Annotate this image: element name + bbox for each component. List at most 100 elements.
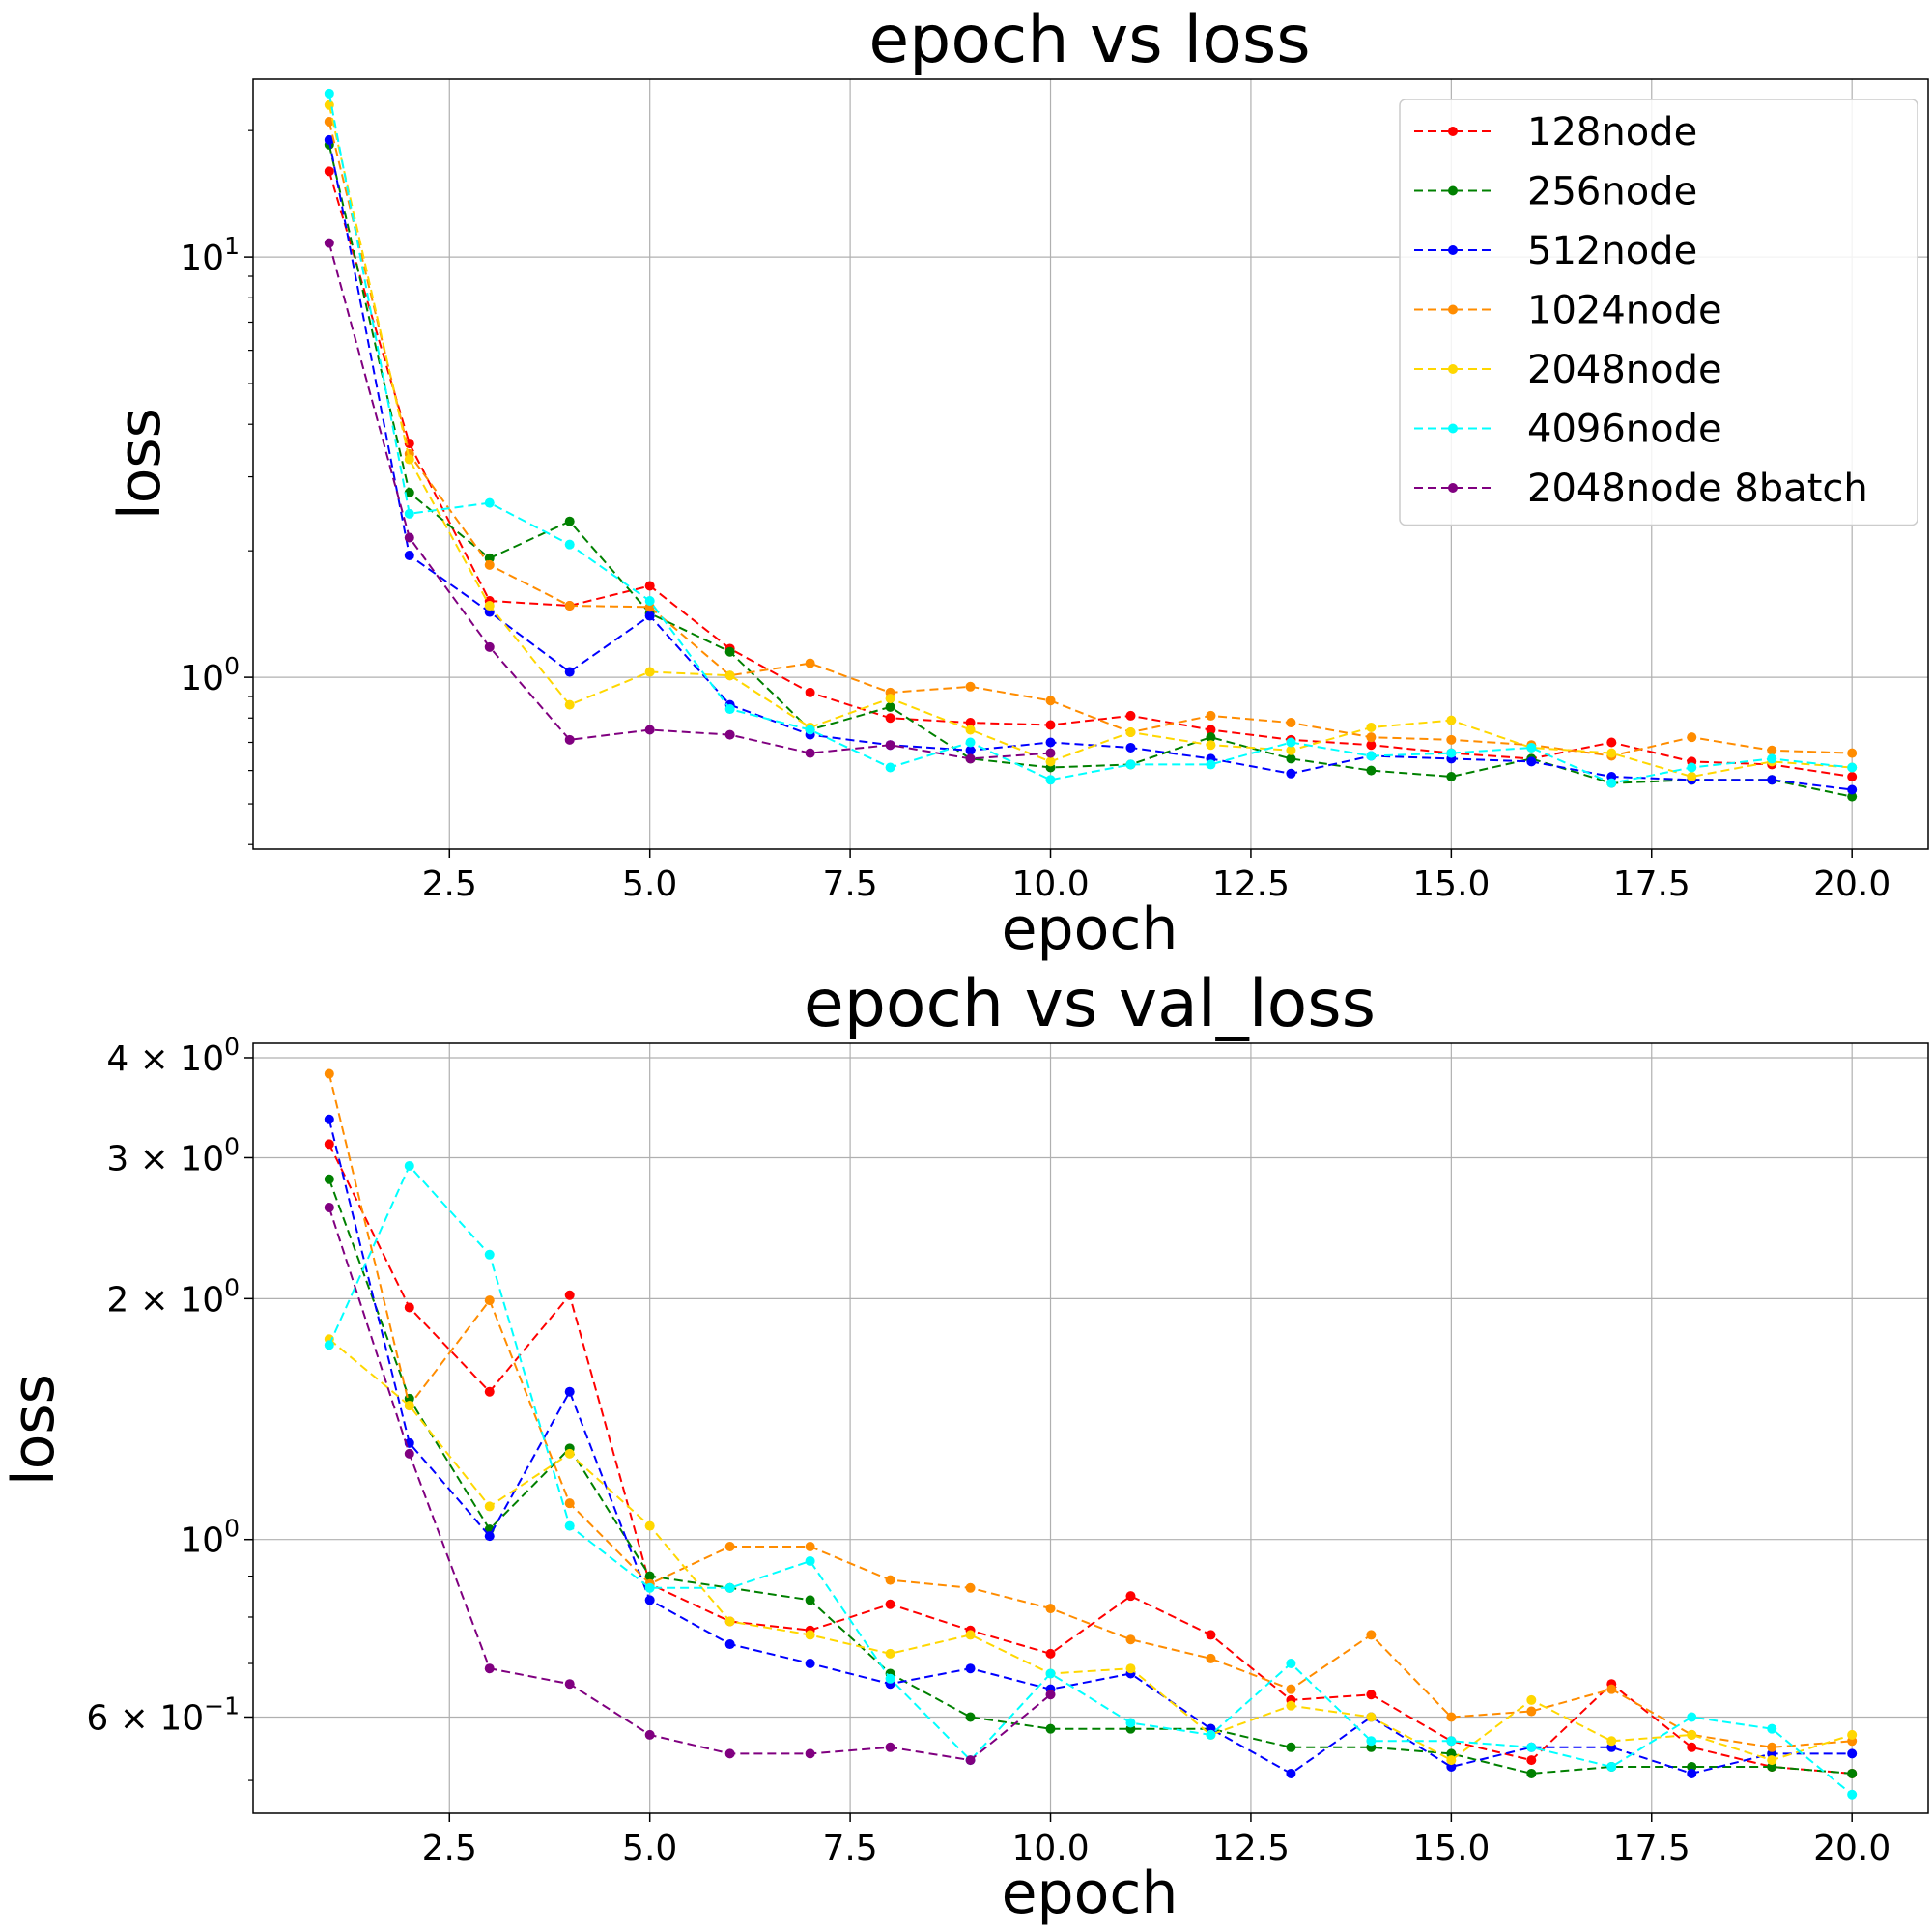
- data-point: [1206, 710, 1216, 721]
- data-point: [885, 1599, 895, 1609]
- data-point: [1286, 768, 1296, 779]
- data-point: [1125, 1718, 1136, 1728]
- data-point: [805, 724, 815, 735]
- data-point: [965, 724, 976, 735]
- data-point: [1045, 720, 1056, 730]
- data-point: [1606, 1684, 1617, 1694]
- data-point: [564, 1448, 575, 1459]
- series-layer: [324, 1068, 1858, 1800]
- data-point: [1606, 748, 1617, 758]
- data-point: [1125, 710, 1136, 721]
- data-point: [724, 1616, 735, 1627]
- x-tick-label: 12.5: [1212, 865, 1290, 904]
- data-point: [644, 724, 655, 735]
- data-point: [564, 699, 575, 710]
- data-point: [805, 1630, 815, 1640]
- data-point: [1366, 732, 1377, 743]
- data-point: [404, 454, 414, 465]
- series-line: [327, 242, 1051, 760]
- series-line: [327, 121, 1853, 757]
- plot-frame: [252, 1042, 1929, 1814]
- legend-marker: [1448, 245, 1458, 255]
- data-point: [644, 581, 655, 591]
- data-point: [965, 1663, 976, 1674]
- data-point: [885, 762, 895, 773]
- data-point: [1206, 1630, 1216, 1640]
- series-line: [327, 93, 1853, 784]
- y-axis-label: loss: [0, 1374, 68, 1486]
- data-point: [1687, 1712, 1697, 1722]
- x-tick-label: 15.0: [1412, 1829, 1490, 1868]
- data-point: [1446, 748, 1457, 758]
- data-point: [805, 748, 815, 758]
- data-point: [484, 1249, 495, 1260]
- series-line: [327, 1179, 1853, 1775]
- data-point: [484, 1501, 495, 1512]
- y-tick-label: 100: [180, 1515, 240, 1561]
- x-tick-label: 20.0: [1813, 865, 1890, 904]
- data-point: [965, 737, 976, 748]
- x-tick-label: 20.0: [1813, 1829, 1890, 1868]
- legend-marker: [1448, 364, 1458, 374]
- data-point: [805, 1595, 815, 1605]
- data-point: [965, 1712, 976, 1722]
- data-point: [1767, 775, 1777, 785]
- data-point: [1687, 772, 1697, 782]
- legend-label: 2048node 8batch: [1527, 467, 1868, 511]
- legend-label: 2048node: [1527, 348, 1722, 392]
- data-point: [885, 740, 895, 751]
- data-point: [484, 559, 495, 570]
- loss-chart: epoch vs loss 2.5 5.0 7.5 10.0 12.5 15.0 17.5 2…: [106, 2, 1929, 963]
- legend-label: 256node: [1527, 170, 1697, 214]
- data-point: [644, 1729, 655, 1740]
- data-point: [724, 729, 735, 740]
- y-axis-label: loss: [106, 408, 174, 520]
- data-point: [1687, 1768, 1697, 1778]
- data-point: [644, 1595, 655, 1605]
- x-tick-label: 2.5: [422, 1829, 477, 1868]
- data-point: [404, 1401, 414, 1411]
- data-point: [1446, 1755, 1457, 1766]
- x-tick-label: 17.5: [1613, 865, 1690, 904]
- data-point: [1526, 756, 1537, 767]
- y-tick-label: 4 × 100: [106, 1033, 240, 1079]
- data-point: [965, 1582, 976, 1593]
- data-point: [965, 753, 976, 764]
- data-point: [1687, 1761, 1697, 1772]
- data-point: [1847, 1748, 1858, 1759]
- data-point: [324, 1340, 334, 1350]
- data-point: [1045, 1668, 1056, 1679]
- data-point: [1366, 1630, 1377, 1640]
- data-point: [564, 1386, 575, 1397]
- y-tick-label: 100: [180, 652, 240, 698]
- data-point: [324, 1068, 334, 1079]
- data-point: [885, 1742, 895, 1752]
- x-tick-label: 7.5: [822, 865, 877, 904]
- data-point: [1366, 1736, 1377, 1747]
- data-point: [324, 88, 334, 99]
- data-point: [1446, 715, 1457, 725]
- data-point: [724, 1639, 735, 1650]
- data-point: [805, 687, 815, 697]
- chart-title: epoch vs val_loss: [804, 966, 1376, 1042]
- legend-marker: [1448, 185, 1458, 196]
- data-point: [1366, 1690, 1377, 1700]
- data-point: [1526, 742, 1537, 753]
- data-point: [564, 667, 575, 677]
- axes: 2.5 5.0 7.5 10.0 12.5 15.0 17.5 20.0 4 × 100 3 × …: [86, 1033, 1890, 1868]
- data-point: [644, 611, 655, 621]
- data-point: [885, 701, 895, 712]
- data-point: [1446, 1736, 1457, 1747]
- data-point: [1446, 772, 1457, 782]
- data-point: [1206, 759, 1216, 770]
- data-point: [805, 1748, 815, 1759]
- x-tick-label: 2.5: [422, 865, 477, 904]
- legend-marker: [1448, 483, 1458, 493]
- data-point: [1446, 1712, 1457, 1722]
- data-point: [564, 601, 575, 611]
- x-tick-label: 10.0: [1011, 865, 1089, 904]
- data-point: [1125, 1663, 1136, 1674]
- y-tick-label: 3 × 100: [106, 1132, 240, 1179]
- data-point: [1045, 748, 1056, 758]
- y-tick-label: 101: [180, 232, 240, 278]
